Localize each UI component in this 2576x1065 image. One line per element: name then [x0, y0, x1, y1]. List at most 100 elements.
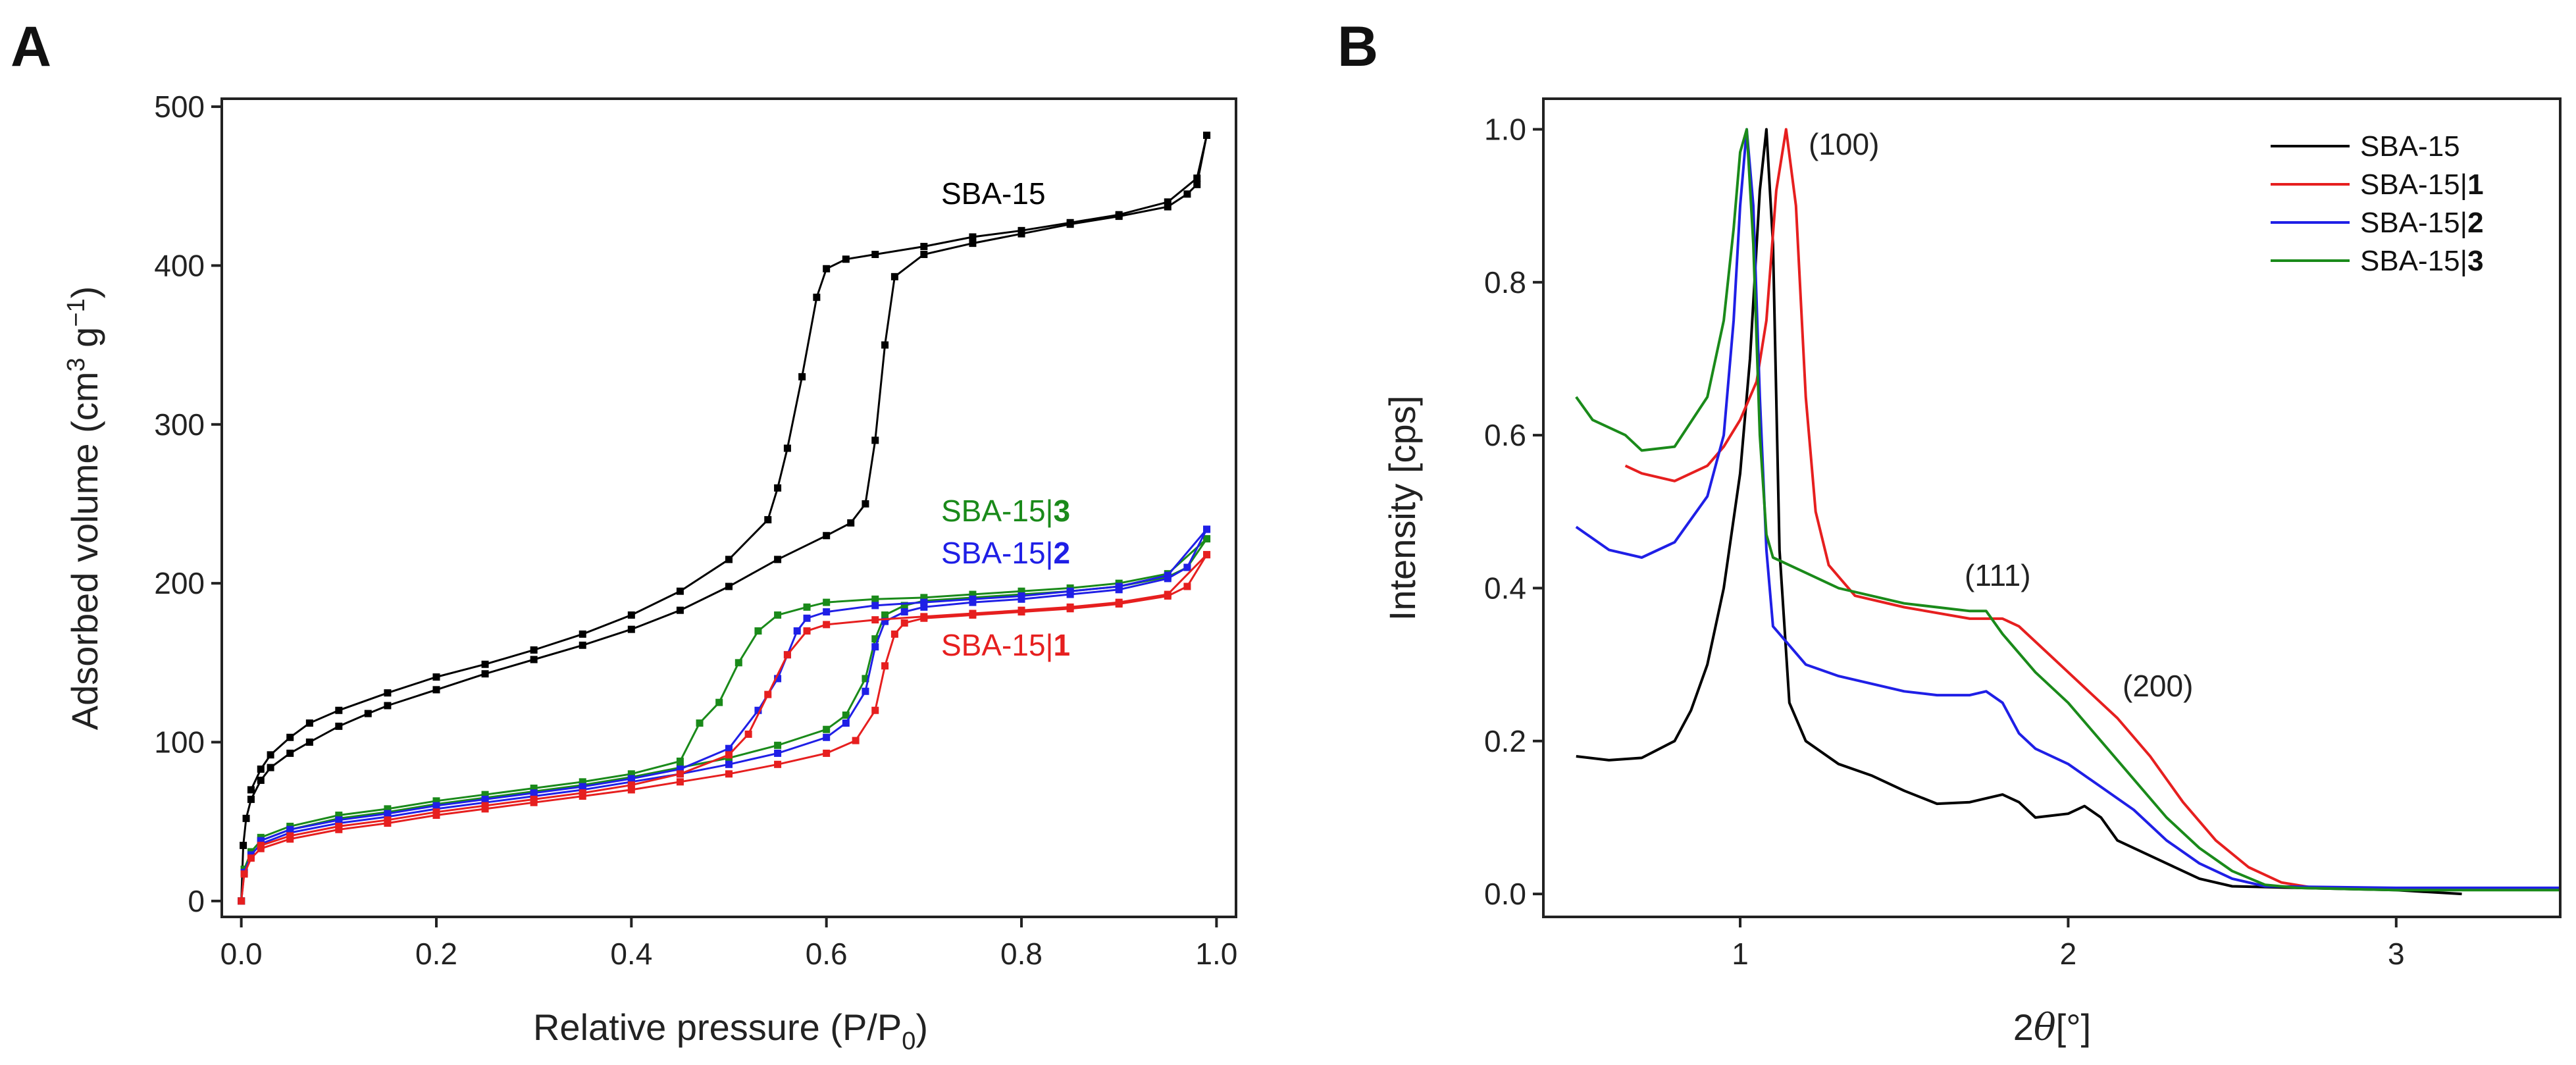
panel-a-x-axis-title: Relative pressure (P/P0) — [533, 1006, 928, 1055]
series-sba-15-2-adsorption-point — [871, 643, 879, 651]
panel-a-chart: 0.0 0.2 0.4 0.6 0.8 1.0 0 100 200 300 400 500 Relat… — [63, 90, 1237, 1055]
series-sba-15-3-desorption-point — [676, 757, 684, 765]
panel-b-y-tick-label: 0.6 — [1484, 418, 1526, 452]
series-sba-15-desorption-point — [764, 516, 772, 524]
panel-a-y-tick-label: 200 — [154, 566, 205, 600]
series-sba-15-3-adsorption-point — [881, 611, 889, 619]
series-sba-15-1-line — [1624, 128, 2560, 891]
series-sba-15-2-desorption-point — [803, 614, 811, 622]
peak-label-200: (200) — [2123, 669, 2193, 703]
series-sba-15-1-adsorption-point — [725, 770, 733, 778]
series-sba-15-desorption-point — [676, 587, 684, 595]
panel-a-x-tick-label: 0.6 — [806, 937, 848, 971]
panel-b-legend: SBA-15 SBA-15|1 SBA-15|2 SBA-15|3 — [2271, 130, 2484, 277]
series-sba-15-1-desorption-point — [1066, 603, 1074, 611]
series-sba-15-2-adsorption-point — [1183, 563, 1191, 571]
series-sba-15-adsorption-point — [774, 556, 782, 563]
series-sba-15-2-desorption-point — [920, 598, 928, 606]
series-sba-15-1-adsorption-point — [890, 630, 898, 638]
series-sba-15-2-desorption-point — [1018, 592, 1025, 600]
series-sba-15-2-adsorption-point — [862, 687, 869, 695]
series-sba-15-1-adsorption-point — [1183, 583, 1191, 590]
panel-a-x-tick-label: 0.0 — [220, 937, 263, 971]
series-sba-15-2-line — [1575, 128, 2560, 889]
series-sba-15-3-desorption-point — [871, 595, 879, 603]
series-sba-15-1-desorption-point — [783, 651, 791, 659]
series-sba-15-line — [1576, 128, 2462, 896]
series-sba-15-1-desorption-point — [384, 816, 392, 824]
series-sba-15-1-desorption-point — [530, 795, 538, 803]
series-sba-15-3-desorption-point — [335, 812, 343, 819]
series-sba-15-1-desorption-point — [969, 610, 977, 617]
series-sba-15-desorption-point — [481, 660, 489, 668]
series-sba-15-desorption-point — [798, 373, 806, 380]
series-sba-15-adsorption-point — [823, 532, 831, 540]
series-sba-15-3-desorption-point — [969, 590, 977, 598]
series-sba-15-3-desorption-point — [432, 797, 440, 805]
series-sba-15-1-adsorption-point — [627, 786, 635, 794]
series-sba-15-adsorption-point — [579, 641, 586, 649]
series-sba-15-1-desorption-point — [871, 616, 879, 624]
panel-b-x-tick-label: 3 — [2388, 937, 2405, 971]
series-sba-15-adsorption-point — [257, 776, 265, 784]
series-sba-15-desorption-point — [530, 646, 538, 654]
annotation-sba15-3: SBA-15|3 — [941, 494, 1070, 528]
series-sba-15-desorption-point — [871, 251, 879, 259]
series-sba-15-adsorption-point — [364, 710, 372, 717]
panel-a-x-tick-label: 0.8 — [1000, 937, 1043, 971]
series-sba-15-desorption-point — [1203, 132, 1211, 140]
series-sba-15-desorption-point — [774, 484, 782, 492]
panel-b-frame — [1542, 97, 2562, 918]
series-sba-15-3-desorption-point — [823, 598, 831, 606]
panel-b-y-axis-title: Intensity [cps] — [1381, 396, 1423, 621]
series-sba-15-1-desorption-point — [725, 751, 733, 759]
series-sba-15-3-desorption-point — [803, 603, 811, 611]
panel-a-x-tick-label: 1.0 — [1195, 937, 1237, 971]
series-sba-15-1-adsorption-point — [774, 760, 782, 768]
annotation-sba15: SBA-15 — [941, 176, 1046, 211]
series-sba-15-desorption-point — [579, 630, 586, 638]
series-sba-15-2-desorption-point — [871, 602, 879, 610]
series-sba-15-3-desorption-point — [1203, 535, 1211, 543]
series-sba-15-adsorption-point — [1183, 190, 1191, 198]
series-sba-15-desorption-point — [725, 556, 733, 563]
series-sba-15-desorption-point — [267, 751, 274, 759]
series-sba-15-2-desorption-point — [530, 789, 538, 797]
panel-letter-b: B — [1337, 15, 1378, 78]
series-sba-15-1-desorption-point — [676, 770, 684, 778]
series-sba-15-desorption-point — [969, 233, 977, 241]
series-sba-15-adsorption-point — [969, 240, 977, 247]
series-sba-15-2-desorption-point — [1115, 583, 1123, 590]
series-sba-15-3-desorption-point — [579, 778, 586, 786]
series-sba-15-2-desorption-point — [823, 608, 831, 616]
series-sba-15-adsorption-point — [1164, 203, 1172, 211]
panel-a-y-tick-label: 300 — [154, 407, 205, 442]
panel-a-y-axis-title: Adsorbed volume (cm3 g−1) — [63, 286, 105, 731]
series-sba-15-3-line — [1575, 128, 2560, 892]
series-sba-15-3-desorption-point — [530, 784, 538, 792]
series-sba-15-3-desorption-point — [754, 627, 762, 635]
series-sba-15-desorption-point — [432, 673, 440, 681]
panel-letter-a: A — [11, 15, 51, 78]
series-sba-15-1-desorption-point — [627, 781, 635, 789]
series-sba-15-3-adsorption-point — [900, 602, 908, 610]
panel-b-y-tick-label: 0.8 — [1484, 265, 1526, 299]
series-sba-15-1-adsorption-point — [240, 870, 248, 878]
series-sba-15-adsorption-point — [267, 764, 274, 771]
series-sba-15-3-adsorption-point — [871, 635, 879, 643]
series-sba-15-2-adsorption-point — [823, 733, 831, 741]
series-sba-15-adsorption-point — [286, 749, 294, 757]
series-sba-15-1-adsorption-point — [881, 662, 889, 670]
series-sba-15-2-adsorption-point — [920, 603, 928, 611]
series-sba-15-desorption-point — [813, 294, 821, 301]
series-sba-15-desorption-point — [1115, 211, 1123, 219]
series-sba-15-adsorption-point — [881, 341, 889, 349]
series-sba-15-adsorption-point — [862, 500, 869, 507]
series-sba-15-desorption-point — [257, 766, 265, 773]
series-sba-15-desorption-point — [305, 719, 313, 727]
series-sba-15-2-adsorption-point — [774, 749, 782, 757]
series-sba-15-adsorption-point — [676, 606, 684, 614]
series-sba-15-1-desorption-point — [286, 832, 294, 840]
legend-label: SBA-15|3 — [2360, 245, 2484, 277]
series-sba-15-desorption-point — [823, 265, 831, 273]
